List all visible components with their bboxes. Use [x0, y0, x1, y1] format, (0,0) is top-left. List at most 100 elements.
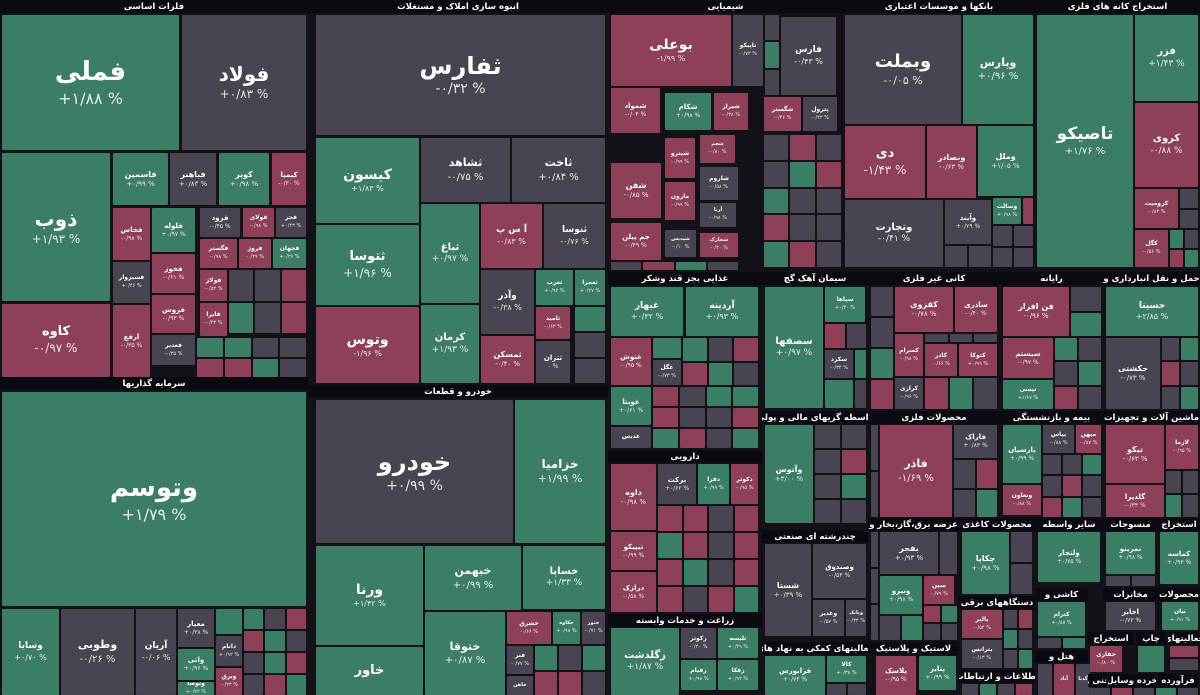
stock-tile[interactable]: دفرا +۰/۹۹ % — [698, 464, 729, 504]
mini-tile[interactable] — [1019, 610, 1032, 628]
stock-tile[interactable]: خاهن — [507, 676, 533, 695]
stock-tile[interactable]: وطوبی -۰/۲۶ % — [61, 609, 134, 695]
mini-tile[interactable] — [734, 533, 758, 558]
stock-tile[interactable]: برکت +۰/۶۲ % — [658, 464, 696, 504]
mini-tile[interactable] — [949, 378, 973, 409]
stock-tile[interactable]: زگلدشت +۱/۸۷ % — [611, 628, 679, 695]
stock-tile[interactable]: شمواد -۰/۰۴ % — [611, 88, 660, 133]
mini-tile[interactable] — [706, 429, 732, 448]
mini-tile[interactable] — [764, 188, 789, 214]
mini-tile[interactable] — [816, 215, 841, 241]
stock-tile[interactable]: وسالت +۰/۹۸ % — [993, 198, 1021, 224]
mini-tile[interactable] — [224, 338, 251, 357]
stock-tile[interactable]: گدنا — [1076, 664, 1090, 695]
mini-tile[interactable] — [255, 302, 280, 333]
mini-tile[interactable] — [265, 631, 285, 651]
mini-tile[interactable] — [653, 408, 678, 427]
stock-tile[interactable]: حسینا +۲/۸۵ % — [1106, 287, 1198, 336]
mini-tile[interactable] — [1023, 198, 1033, 224]
mini-tile[interactable] — [1011, 532, 1032, 562]
mini-tile[interactable] — [1166, 495, 1181, 517]
stock-tile[interactable]: مبین -۰/۷۹ % — [924, 576, 954, 604]
stock-tile[interactable]: تپسی +۱/۶۷ % — [1003, 380, 1053, 409]
stock-tile[interactable]: زفکا +۰/۹۲ % — [718, 660, 758, 690]
mini-tile[interactable] — [841, 500, 866, 523]
stock-tile[interactable]: کتوکا +۰/۹۹ % — [959, 344, 997, 376]
mini-tile[interactable] — [1043, 455, 1061, 475]
stock-tile[interactable]: بوعلی -۱/۹۹ % — [611, 15, 731, 86]
mini-tile[interactable] — [871, 472, 878, 517]
stock-tile[interactable]: وسایا +۰/۷۰ % — [2, 609, 59, 695]
stock-tile[interactable]: کترام +۰/۸۸ % — [1038, 602, 1085, 636]
stock-tile[interactable]: وآذر -۰/۳۸ % — [481, 270, 534, 334]
mini-tile[interactable] — [1180, 189, 1198, 208]
stock-tile[interactable]: فرابورس +۰/۷۴ % — [765, 656, 825, 695]
mini-tile[interactable] — [734, 338, 758, 361]
stock-tile[interactable]: کالا +۰/۳۸ % — [827, 656, 866, 682]
mini-tile[interactable] — [949, 334, 973, 342]
stock-tile[interactable]: فنر -۰/۷۷ % — [507, 646, 533, 674]
mini-tile[interactable] — [764, 215, 789, 241]
mini-tile[interactable] — [535, 646, 557, 670]
stock-tile[interactable]: خشرق -۰/۶۶ % — [507, 612, 551, 644]
mini-tile[interactable] — [871, 380, 893, 409]
stock-tile[interactable]: فغدیر -۰/۳۵ % — [152, 335, 195, 365]
mini-tile[interactable] — [841, 475, 866, 498]
mini-tile[interactable] — [765, 42, 779, 68]
stock-tile[interactable]: وبملت -۰/۰۵ % — [845, 15, 961, 124]
mini-tile[interactable] — [1055, 338, 1077, 361]
stock-tile[interactable]: واتی +۰/۹۶ % — [178, 649, 214, 680]
stock-tile[interactable]: ثشاهد -۰/۷۵ % — [421, 138, 510, 202]
stock-tile[interactable]: کرازی -۰/۹۶ % — [895, 378, 923, 409]
mini-tile[interactable] — [1079, 338, 1101, 361]
mini-tile[interactable] — [658, 506, 682, 531]
stock-tile[interactable]: فرود -۰/۴۵ % — [200, 208, 240, 237]
stock-tile[interactable]: جم پیلن -۰/۴۹ % — [611, 223, 661, 260]
mini-tile[interactable] — [976, 489, 997, 517]
mini-tile[interactable] — [252, 358, 279, 377]
mini-tile[interactable] — [1014, 226, 1033, 246]
mini-tile[interactable] — [790, 135, 815, 160]
stock-tile[interactable]: گلدیرا -۰/۳۳ % — [1106, 485, 1164, 517]
stock-tile[interactable]: ثنوسا -۰/۷۶ % — [544, 204, 605, 268]
mini-tile[interactable] — [825, 380, 853, 408]
stock-tile[interactable]: پترول -۰/۴۳ % — [803, 97, 837, 131]
mini-tile[interactable] — [575, 333, 605, 357]
mini-tile[interactable] — [734, 560, 758, 585]
stock-tile[interactable]: فزر +۱/۴۳ % — [1135, 15, 1198, 101]
mini-tile[interactable] — [945, 246, 967, 267]
stock-tile[interactable]: شکام +۰/۹۸ % — [665, 93, 711, 130]
stock-tile[interactable]: وآتوس +۳/۰۰ % — [765, 425, 813, 523]
mini-tile[interactable] — [575, 307, 605, 331]
stock-tile[interactable]: چکاپا +۰/۹۸ % — [962, 532, 1009, 594]
mini-tile[interactable] — [683, 506, 707, 531]
mini-tile[interactable] — [925, 334, 948, 342]
stock-tile[interactable]: لازما -۰/۹۵ % — [1166, 425, 1198, 469]
mini-tile[interactable] — [709, 533, 733, 558]
stock-tile[interactable]: آ س پ -۰/۸۳ % — [481, 204, 542, 268]
mini-tile[interactable] — [658, 560, 682, 585]
mini-tile[interactable] — [643, 262, 674, 270]
mini-tile[interactable] — [765, 69, 779, 95]
stock-tile[interactable]: ورنا +۱/۴۲ % — [316, 546, 423, 645]
mini-tile[interactable] — [790, 242, 815, 267]
mini-tile[interactable] — [733, 408, 758, 427]
stock-tile[interactable]: وتوسم +۱/۷۹ % — [2, 392, 306, 606]
stock-tile[interactable]: پارسیان +۰/۹۹ % — [1003, 425, 1041, 483]
stock-tile[interactable]: ذوب +۱/۹۳ % — [2, 153, 110, 301]
mini-tile[interactable] — [653, 429, 678, 448]
mini-tile[interactable] — [559, 646, 581, 670]
stock-tile[interactable]: کاوه -۰/۹۷ % — [2, 304, 110, 377]
mini-tile[interactable] — [244, 675, 264, 695]
stock-tile[interactable]: کرمان +۱/۹۳ % — [421, 305, 479, 383]
mini-tile[interactable] — [764, 161, 789, 187]
stock-tile[interactable]: کیمیا -۰/۳۰ % — [272, 153, 306, 205]
stock-tile[interactable]: آریان -۰/۰۶ % — [136, 609, 176, 695]
mini-tile[interactable] — [709, 560, 733, 585]
mini-tile[interactable] — [280, 338, 306, 357]
mini-tile[interactable] — [976, 460, 997, 488]
mini-tile[interactable] — [229, 302, 254, 333]
mini-tile[interactable] — [815, 475, 840, 498]
mini-tile[interactable] — [790, 188, 815, 214]
stock-tile[interactable]: غویتا +۰/۶۱ % — [611, 387, 651, 425]
